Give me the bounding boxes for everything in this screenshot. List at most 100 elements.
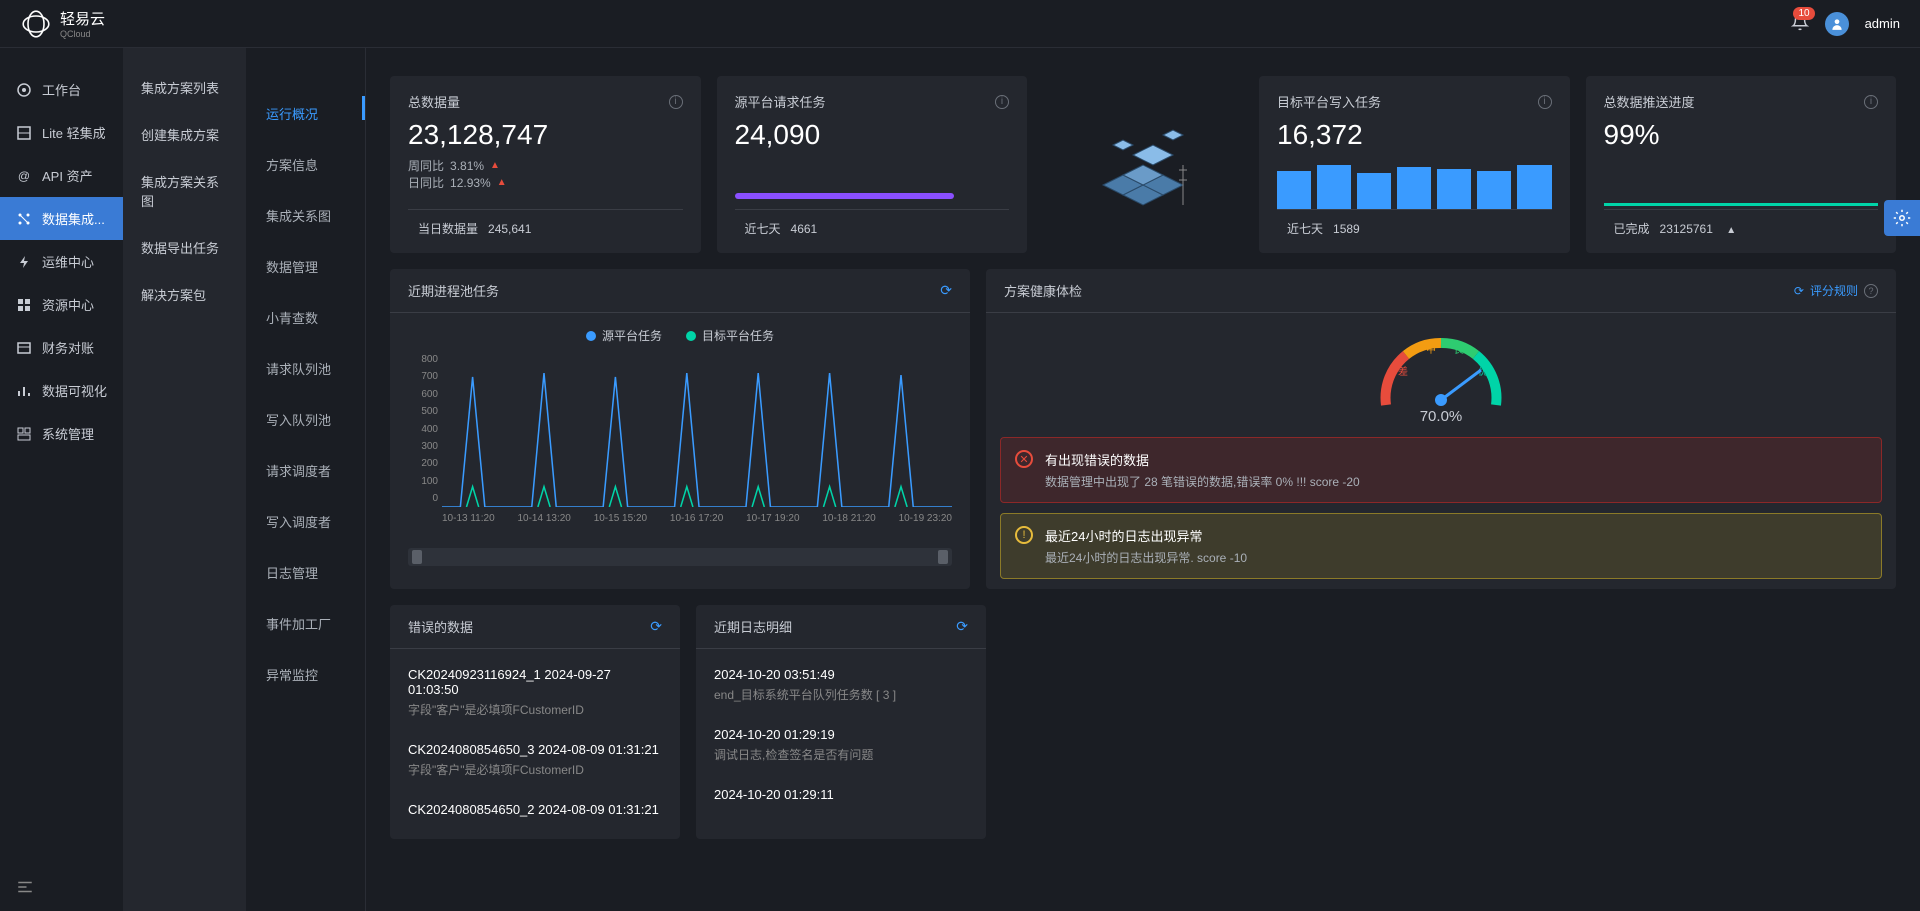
info-icon[interactable]: i bbox=[1864, 95, 1878, 109]
username[interactable]: admin bbox=[1865, 16, 1900, 31]
list-item-title: CK2024080854650_2 2024-08-09 01:31:21 bbox=[408, 802, 662, 817]
secondary-sidebar: 集成方案列表创建集成方案集成方案关系图数据导出任务解决方案包 bbox=[123, 48, 246, 911]
sidebar3-item[interactable]: 集成关系图 bbox=[246, 190, 365, 241]
logo-icon bbox=[20, 8, 52, 40]
list-item[interactable]: 2024-10-20 01:29:19调试日志,检查签名是否有问题 bbox=[714, 715, 968, 775]
sidebar2-item[interactable]: 集成方案关系图 bbox=[123, 158, 246, 224]
list-item[interactable]: 2024-10-20 01:29:11 bbox=[714, 775, 968, 818]
log-list-panel: 近期日志明细⟳ 2024-10-20 03:51:49end_目标系统平台队列任… bbox=[696, 605, 986, 839]
nav-icon: @ bbox=[16, 168, 32, 184]
panel-title: 近期进程池任务 bbox=[408, 281, 499, 300]
y-axis: 8007006005004003002001000 bbox=[408, 354, 438, 504]
line-chart: 8007006005004003002001000 10-13 11:2010-… bbox=[408, 354, 952, 524]
list-item[interactable]: CK2024080854650_2 2024-08-09 01:31:21 bbox=[408, 790, 662, 833]
chart-legend: 源平台任务 目标平台任务 bbox=[408, 327, 952, 344]
bar bbox=[1437, 169, 1471, 209]
gauge-chart: 差 中 良 优 70.0% bbox=[1366, 325, 1516, 425]
settings-float-button[interactable] bbox=[1884, 200, 1920, 236]
refresh-icon[interactable]: ⟳ bbox=[956, 618, 968, 635]
mini-bar-chart bbox=[1277, 165, 1552, 209]
sidebar1-item[interactable]: Lite 轻集成 bbox=[0, 111, 123, 154]
refresh-icon[interactable]: ⟳ bbox=[940, 282, 952, 299]
help-icon[interactable]: ? bbox=[1864, 284, 1878, 298]
sidebar2-item[interactable]: 集成方案列表 bbox=[123, 64, 246, 111]
panel-title: 错误的数据 bbox=[408, 617, 473, 636]
list-item[interactable]: CK2024080854650_3 2024-08-09 01:31:21字段"… bbox=[408, 730, 662, 790]
sidebar2-item[interactable]: 创建集成方案 bbox=[123, 111, 246, 158]
panel-title: 方案健康体检 bbox=[1004, 281, 1082, 300]
sidebar3-item[interactable]: 运行概况 bbox=[246, 88, 365, 139]
sidebar1-item[interactable]: @API 资产 bbox=[0, 154, 123, 197]
card-value: 23,128,747 bbox=[408, 119, 683, 151]
sidebar3-item[interactable]: 写入队列池 bbox=[246, 394, 365, 445]
list-item[interactable]: 2024-10-20 03:51:49end_目标系统平台队列任务数 [ 3 ] bbox=[714, 655, 968, 715]
primary-sidebar: 工作台 Lite 轻集成 @API 资产数据集成...运维中心资源中心财务对账数据可… bbox=[0, 48, 123, 911]
nav-icon bbox=[16, 82, 32, 98]
pool-chart-panel: 近期进程池任务 ⟳ 源平台任务 目标平台任务 800700600500400300… bbox=[390, 269, 970, 589]
card-footer: 当日数据量245,641 bbox=[408, 209, 683, 237]
info-icon[interactable]: i bbox=[995, 95, 1009, 109]
card-total-data: 总数据量i 23,128,747 周同比 3.81%▲ 日同比 12.93%▲ … bbox=[390, 76, 701, 253]
nav-icon bbox=[16, 383, 32, 399]
refresh-icon[interactable]: ⟳ bbox=[650, 618, 662, 635]
sidebar1-item[interactable]: 数据可视化 bbox=[0, 369, 123, 412]
list-item[interactable]: CK20240923116924_1 2024-09-27 01:03:50字段… bbox=[408, 655, 662, 730]
sidebar2-item[interactable]: 解决方案包 bbox=[123, 271, 246, 318]
sidebar3-item[interactable]: 小青查数 bbox=[246, 292, 365, 343]
info-icon[interactable]: i bbox=[669, 95, 683, 109]
sidebar1-item[interactable]: 数据集成... bbox=[0, 197, 123, 240]
svg-text:差: 差 bbox=[1398, 365, 1408, 378]
gear-icon bbox=[1893, 209, 1911, 227]
legend-dot-icon bbox=[686, 331, 696, 341]
bar bbox=[1317, 165, 1351, 209]
list-item-title: 2024-10-20 01:29:19 bbox=[714, 727, 968, 742]
x-axis: 10-13 11:2010-14 13:2010-15 15:2010-16 1… bbox=[442, 513, 952, 524]
collapse-icon bbox=[16, 878, 34, 896]
list-item-sub: end_目标系统平台队列任务数 [ 3 ] bbox=[714, 686, 968, 703]
isometric-illustration bbox=[1043, 76, 1243, 253]
sidebar3-item[interactable]: 异常监控 bbox=[246, 649, 365, 700]
progress-line bbox=[1604, 203, 1879, 206]
avatar[interactable] bbox=[1825, 12, 1849, 36]
sidebar1-item[interactable]: 系统管理 bbox=[0, 412, 123, 455]
svg-text:中: 中 bbox=[1426, 343, 1436, 356]
svg-text:良: 良 bbox=[1454, 343, 1464, 356]
sidebar1-item[interactable]: 工作台 bbox=[0, 68, 123, 111]
cube-illustration-icon bbox=[1063, 95, 1223, 235]
list-item-title: CK20240923116924_1 2024-09-27 01:03:50 bbox=[408, 667, 662, 697]
sidebar3-item[interactable]: 请求队列池 bbox=[246, 343, 365, 394]
sidebar1-label: 工作台 bbox=[42, 80, 81, 99]
sidebar3-item[interactable]: 日志管理 bbox=[246, 547, 365, 598]
chart-scrollbar[interactable] bbox=[408, 548, 952, 566]
sidebar3-item[interactable]: 写入调度者 bbox=[246, 496, 365, 547]
sidebar1-label: 资源中心 bbox=[42, 295, 94, 314]
notif-bell[interactable]: 10 bbox=[1791, 13, 1809, 34]
top-bar: 轻易云 QCloud 10 admin bbox=[0, 0, 1920, 48]
sidebar1-item[interactable]: 财务对账 bbox=[0, 326, 123, 369]
nav-icon bbox=[16, 297, 32, 313]
sidebar1-item[interactable]: 运维中心 bbox=[0, 240, 123, 283]
chart-plot bbox=[442, 354, 952, 507]
logo[interactable]: 轻易云 QCloud bbox=[20, 8, 105, 40]
alert-title: 有出现错误的数据 bbox=[1045, 450, 1360, 469]
sidebar3-item[interactable]: 数据管理 bbox=[246, 241, 365, 292]
list-item-sub: 字段"客户"是必填项FCustomerID bbox=[408, 761, 662, 778]
sidebar2-item[interactable]: 数据导出任务 bbox=[123, 224, 246, 271]
health-panel: 方案健康体检 ⟳ 评分规则 ? 差 中 良 优 bbox=[986, 269, 1896, 589]
sidebar3-item[interactable]: 请求调度者 bbox=[246, 445, 365, 496]
sidebar1-item[interactable]: 资源中心 bbox=[0, 283, 123, 326]
alert-title: 最近24小时的日志出现异常 bbox=[1045, 526, 1247, 545]
progress-bar bbox=[735, 193, 955, 199]
info-icon[interactable]: i bbox=[1538, 95, 1552, 109]
alert-yellow[interactable]: !最近24小时的日志出现异常最近24小时的日志出现异常. score -10 bbox=[1000, 513, 1882, 579]
sidebar3-item[interactable]: 事件加工厂 bbox=[246, 598, 365, 649]
alert-red[interactable]: ✕有出现错误的数据数据管理中出现了 28 笔错误的数据,错误率 0% !!! s… bbox=[1000, 437, 1882, 503]
rules-link[interactable]: ⟳ 评分规则 ? bbox=[1794, 282, 1878, 299]
sidebar3-item[interactable]: 方案信息 bbox=[246, 139, 365, 190]
sidebar1-label: 财务对账 bbox=[42, 338, 94, 357]
nav-icon bbox=[16, 426, 32, 442]
sidebar1-label: Lite 轻集成 bbox=[42, 123, 106, 142]
bar bbox=[1397, 167, 1431, 209]
collapse-sidebar-button[interactable] bbox=[16, 878, 34, 899]
main-content: 总数据量i 23,128,747 周同比 3.81%▲ 日同比 12.93%▲ … bbox=[366, 48, 1920, 911]
